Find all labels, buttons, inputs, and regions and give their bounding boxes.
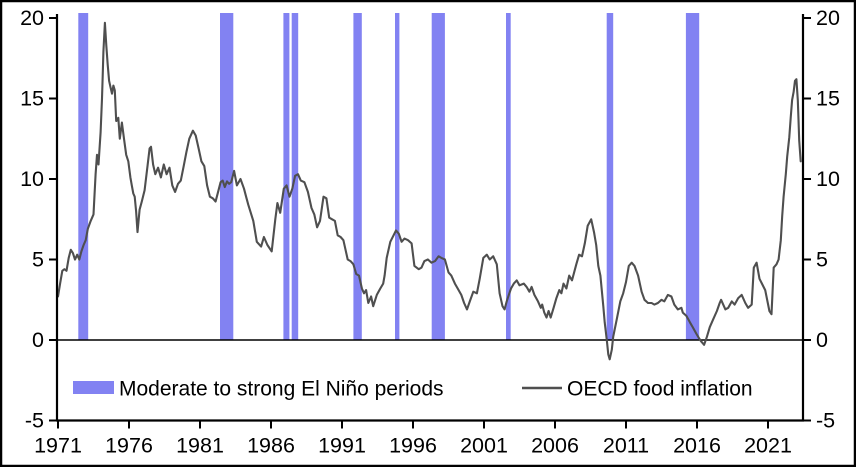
y-tick-label-right: 20: [816, 6, 840, 30]
el-nino-band: [395, 13, 400, 340]
x-axis-labels-group: 1971 1976 1981 1986 1991 1996 2001 2006 2011 2016…: [34, 420, 792, 458]
x-tick-label: 1976: [105, 434, 153, 458]
x-tick-label: 2011: [603, 434, 649, 458]
x-tick-label: 2006: [531, 434, 579, 458]
y-tick-label-left: 0: [32, 328, 44, 352]
x-tick-label: 2001: [460, 434, 508, 458]
el-nino-band: [78, 13, 89, 340]
y-tick-label-left: -5: [25, 409, 44, 433]
x-tick-label: 1986: [247, 434, 295, 458]
el-nino-band: [353, 13, 362, 340]
el-nino-band: [431, 13, 445, 340]
legend: Moderate to strong El Niño periods OECD f…: [73, 378, 753, 401]
y-tick-label-right: 15: [816, 87, 840, 111]
el-nino-band: [606, 13, 614, 340]
x-tick-label: 1996: [389, 434, 437, 458]
legend-band-label: Moderate to strong El Niño periods: [119, 378, 444, 401]
x-tick-label: 2021: [744, 434, 792, 458]
el-nino-band: [685, 13, 700, 340]
y-tick-label-left: 10: [20, 167, 44, 191]
y-axis-labels-group: -5 -5 0 0 5 5 10 10 15 15 20 20: [20, 6, 840, 433]
y-tick-label-right: 0: [816, 328, 828, 352]
x-tick-label: 1991: [318, 434, 366, 458]
x-tick-label: 1981: [176, 434, 224, 458]
legend-line-label: OECD food inflation: [567, 378, 753, 401]
y-tick-label-left: 15: [20, 87, 44, 111]
el-nino-band: [506, 13, 511, 340]
y-tick-label-right: 5: [816, 248, 828, 272]
legend-band-swatch: [73, 381, 114, 394]
inflation-line: [56, 21, 802, 361]
y-tick-label-left: 20: [20, 6, 44, 30]
x-tick-label: 1971: [34, 434, 82, 458]
y-tick-label-left: 5: [32, 248, 44, 272]
el-nino-band: [220, 13, 234, 340]
x-tick-label: 2016: [673, 434, 721, 458]
y-tick-label-right: -5: [816, 409, 835, 433]
y-tick-label-right: 10: [816, 167, 840, 191]
el-nino-band: [283, 13, 290, 340]
